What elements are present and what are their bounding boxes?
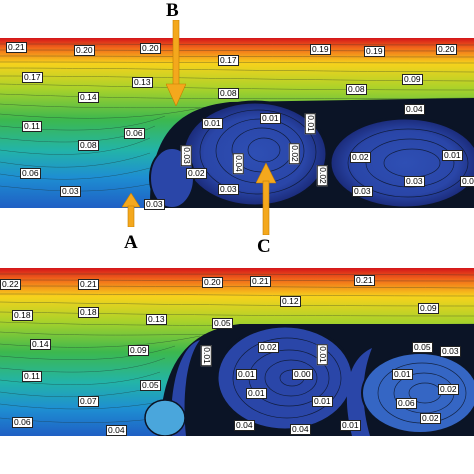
contour-label: 0.09 (128, 345, 149, 356)
contour-label: 0.01 (260, 113, 281, 124)
marker-b-label: B (166, 0, 179, 21)
contour-label: 0.14 (78, 92, 99, 103)
contour-label: 0.20 (202, 277, 223, 288)
contour-label: 0.01 (202, 118, 223, 129)
marker-c-label: C (257, 236, 271, 257)
contour-label: 0.21 (6, 42, 27, 53)
contour-label: 0.01 (236, 369, 257, 380)
contour-label: 0.02 (420, 413, 441, 424)
contour-label: 0.03 (404, 176, 425, 187)
contour-label: 0.18 (78, 307, 99, 318)
secondary-vortex (328, 116, 474, 208)
contour-label: 0.22 (0, 279, 21, 290)
contour-label: 0.01 (460, 176, 474, 187)
contour-label: 0.07 (78, 396, 99, 407)
contour-label: 0.11 (22, 371, 42, 382)
contour-label: 0.02 (438, 384, 459, 395)
contour-label: 0.05 (140, 380, 161, 391)
contour-label: 0.01 (312, 396, 333, 407)
contour-label: 0.20 (74, 45, 95, 56)
arrow-c-icon (256, 163, 276, 235)
contour-label: 0.02 (258, 342, 279, 353)
contour-label: 0.13 (146, 314, 167, 325)
contour-label: 0.04 (106, 425, 127, 436)
contour-label: 0.09 (418, 303, 439, 314)
contour-label: 0.03 (60, 186, 81, 197)
contour-label: 0.02 (316, 165, 328, 186)
contour-label: 0.04 (232, 153, 244, 174)
contour-label: 0.01 (316, 344, 328, 365)
contour-label: 0.11 (22, 121, 42, 132)
contour-label: 0.04 (290, 424, 311, 435)
contour-label: 0.17 (22, 72, 43, 83)
bottom-streamline-plot (0, 268, 474, 436)
secondary-vortex (361, 352, 474, 434)
corner-vortex (144, 399, 186, 436)
contour-label: 0.01 (246, 388, 267, 399)
contour-label: 0.08 (346, 84, 367, 95)
contour-label: 0.20 (140, 43, 161, 54)
contour-label: 0.09 (402, 74, 423, 85)
contour-label: 0.14 (30, 339, 51, 350)
contour-label: 0.06 (12, 417, 33, 428)
contour-label: 0.02 (186, 168, 207, 179)
contour-label: 0.08 (78, 140, 99, 151)
contour-label: 0.21 (250, 276, 271, 287)
contour-label: 0.19 (310, 44, 331, 55)
bottom-flow-panel (0, 268, 474, 436)
contour-label: 0.20 (436, 44, 457, 55)
contour-label: 0.03 (218, 184, 239, 195)
contour-label: 0.01 (442, 150, 463, 161)
top-streamline-plot (0, 38, 474, 208)
marker-a-label: A (124, 232, 138, 253)
contour-label: 0.01 (340, 420, 361, 431)
streamlines (0, 273, 474, 423)
contour-label: 0.18 (12, 310, 33, 321)
contour-label: 0.02 (288, 143, 300, 164)
contour-label: 0.01 (304, 113, 316, 134)
contour-label: 0.06 (396, 398, 417, 409)
contour-label: 0.04 (404, 104, 425, 115)
arrow-a-icon (122, 193, 140, 227)
contour-label: 0.06 (20, 168, 41, 179)
contour-label: 0.03 (180, 145, 192, 166)
contour-label: 0.17 (218, 55, 239, 66)
contour-label: 0.08 (218, 88, 239, 99)
contour-label: 0.05 (412, 342, 433, 353)
thin-vortex-right (346, 348, 372, 436)
contour-label: 0.06 (124, 128, 145, 139)
contour-label: 0.03 (352, 186, 373, 197)
contour-label: 0.03 (144, 199, 165, 210)
contour-label: 0.03 (440, 346, 461, 357)
contour-label: 0.04 (234, 420, 255, 431)
contour-label: 0.12 (280, 296, 301, 307)
contour-label: 0.01 (392, 369, 413, 380)
contour-label: 0.02 (350, 152, 371, 163)
top-flow-panel (0, 38, 474, 208)
arrow-b-icon (166, 20, 186, 106)
contour-label: 0.21 (354, 275, 375, 286)
contour-label: 0.19 (364, 46, 385, 57)
contour-label: 0.00 (292, 369, 313, 380)
contour-label: 0.21 (78, 279, 99, 290)
contour-label: 0.13 (132, 77, 153, 88)
contour-label: 0.01 (200, 345, 212, 366)
contour-label: 0.05 (212, 318, 233, 329)
